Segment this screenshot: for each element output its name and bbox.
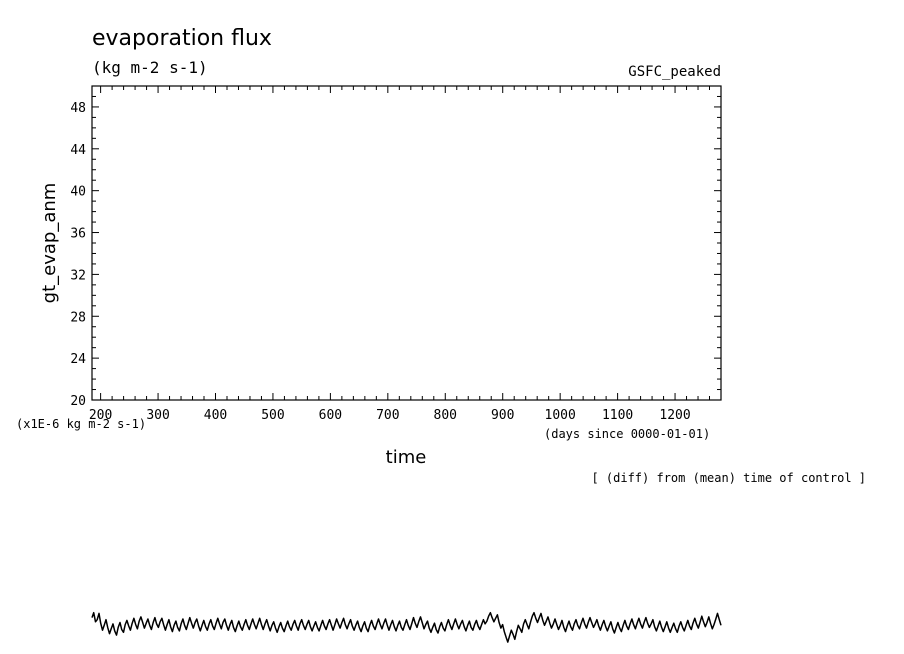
y-axis-label: gt_evap_anm: [39, 183, 60, 304]
y-axis: 20 24 28 32 36 40 44 48: [70, 85, 721, 409]
y-tick-label: 20: [70, 394, 86, 409]
x-axis-label: time: [386, 447, 427, 468]
experiment-label: GSFC_peaked: [628, 64, 721, 80]
y-tick-label: 40: [70, 185, 86, 200]
y-tick-label: 28: [70, 310, 86, 325]
x-tick-label: 500: [261, 408, 284, 423]
x-tick-label: 200: [89, 408, 112, 423]
x-tick-label: 1100: [602, 408, 633, 423]
y-tick-label: 36: [70, 227, 86, 242]
x-tick-label: 1200: [659, 408, 690, 423]
y-tick-label: 32: [70, 268, 86, 283]
chart-units: (kg m-2 s-1): [92, 58, 208, 77]
y-tick-label: 48: [70, 101, 86, 116]
y-tick-label: 24: [70, 352, 86, 367]
chart-title: evaporation flux: [92, 26, 272, 51]
x-tick-label: 700: [376, 408, 399, 423]
footnote: [ (diff) from (mean) time of control ]: [591, 471, 866, 485]
x-tick-label: 600: [319, 408, 342, 423]
x-tick-label: 900: [491, 408, 514, 423]
x-tick-label: 1000: [545, 408, 576, 423]
plot-frame: [91, 85, 722, 401]
x-tick-label: 300: [146, 408, 169, 423]
x-units-label: (days since 0000-01-01): [544, 427, 710, 441]
y-tick-label: 44: [70, 143, 86, 158]
x-tick-label: 400: [204, 408, 227, 423]
x-tick-label: 800: [434, 408, 457, 423]
x-axis: 200 300 400 500 600 700 800 900 1000 1100 1200: [89, 86, 722, 423]
y-scale-note: (x1E-6 kg m-2 s-1): [16, 417, 146, 431]
series-line: [91, 611, 722, 643]
